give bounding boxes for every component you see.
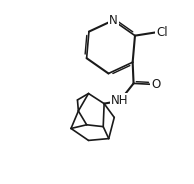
Text: N: N bbox=[109, 14, 118, 27]
Text: NH: NH bbox=[111, 94, 128, 107]
Text: Cl: Cl bbox=[156, 26, 168, 39]
Text: O: O bbox=[151, 78, 160, 91]
